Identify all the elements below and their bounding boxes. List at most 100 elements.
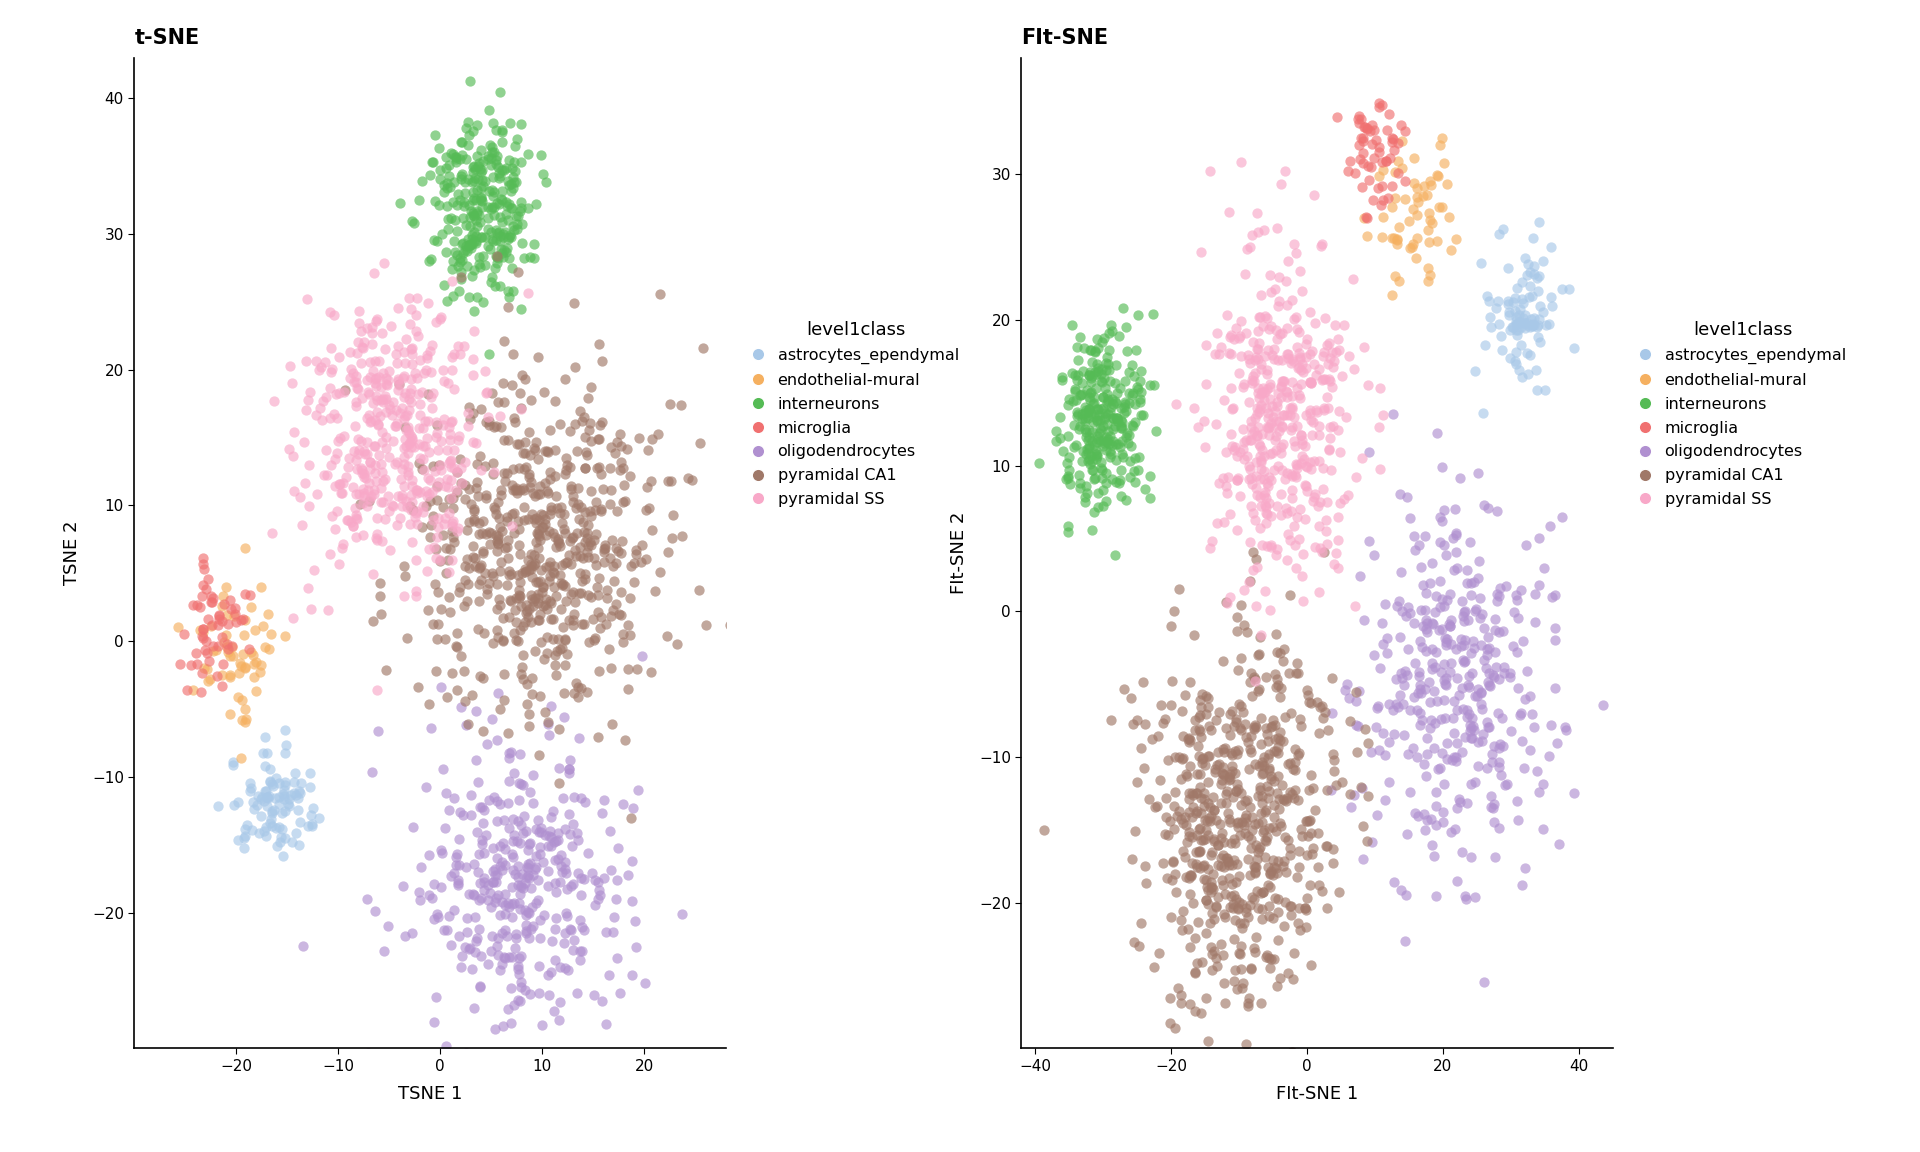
Point — [342, 510, 372, 529]
Point — [1258, 346, 1288, 364]
Point — [545, 599, 576, 617]
Point — [541, 666, 572, 684]
Point — [1277, 785, 1308, 803]
Point — [227, 711, 257, 729]
Point — [480, 151, 511, 169]
Point — [566, 679, 597, 697]
Point — [1194, 539, 1225, 558]
Point — [493, 562, 524, 581]
Point — [1215, 765, 1246, 783]
Point — [1142, 797, 1173, 816]
Point — [1263, 456, 1294, 475]
Point — [1284, 743, 1315, 761]
Point — [338, 477, 369, 495]
Point — [1500, 602, 1530, 621]
Point — [534, 726, 564, 744]
Point — [1459, 362, 1490, 380]
Point — [1501, 355, 1532, 373]
Point — [1500, 321, 1530, 340]
Point — [236, 779, 267, 797]
Point — [563, 478, 593, 497]
Point — [1515, 741, 1546, 759]
Point — [1256, 878, 1286, 896]
Point — [488, 123, 518, 142]
Point — [1225, 719, 1256, 737]
Point — [582, 430, 612, 448]
Point — [1046, 371, 1077, 389]
Point — [530, 1069, 561, 1087]
Point — [221, 613, 252, 631]
Point — [321, 477, 351, 495]
Point — [507, 445, 538, 463]
Point — [1288, 509, 1319, 528]
Point — [474, 182, 505, 200]
Point — [1212, 794, 1242, 812]
Point — [269, 775, 300, 794]
Point — [399, 438, 430, 456]
Point — [1240, 364, 1271, 382]
Point — [1290, 456, 1321, 475]
Point — [1382, 151, 1413, 169]
Point — [1294, 344, 1325, 363]
Point — [374, 541, 405, 560]
Point — [1523, 763, 1553, 781]
Point — [490, 920, 520, 939]
Point — [355, 453, 386, 471]
Point — [1208, 946, 1238, 964]
Point — [497, 179, 528, 197]
Point — [611, 492, 641, 510]
Point — [1079, 468, 1110, 486]
Point — [1223, 741, 1254, 759]
Point — [547, 619, 578, 637]
Point — [1371, 594, 1402, 613]
Point — [1175, 673, 1206, 691]
Point — [390, 492, 420, 510]
Point — [296, 816, 326, 834]
Point — [321, 502, 351, 521]
Point — [1187, 243, 1217, 262]
Point — [1261, 412, 1292, 431]
Point — [564, 402, 595, 420]
Point — [1181, 826, 1212, 844]
Point — [595, 458, 626, 477]
Point — [411, 487, 442, 506]
Point — [1444, 789, 1475, 808]
Point — [505, 573, 536, 591]
Point — [344, 313, 374, 332]
Point — [1261, 426, 1292, 445]
Point — [490, 471, 520, 490]
Point — [467, 400, 497, 418]
Point — [1240, 857, 1271, 876]
Point — [444, 190, 474, 209]
Point — [1187, 749, 1217, 767]
Point — [376, 432, 407, 450]
Point — [1404, 680, 1434, 698]
Point — [1398, 174, 1428, 192]
Point — [294, 497, 324, 515]
Point — [553, 546, 584, 564]
Point — [355, 453, 386, 471]
Point — [484, 886, 515, 904]
Point — [534, 823, 564, 841]
Point — [196, 586, 227, 605]
Point — [551, 553, 582, 571]
Point — [1212, 305, 1242, 324]
Point — [1442, 668, 1473, 687]
Point — [1156, 696, 1187, 714]
Point — [478, 634, 509, 652]
Point — [1409, 600, 1440, 619]
Point — [1258, 796, 1288, 814]
Point — [405, 395, 436, 414]
Point — [520, 858, 551, 877]
Point — [1256, 396, 1286, 415]
Point — [1187, 685, 1217, 704]
Point — [359, 437, 390, 455]
Point — [1092, 324, 1123, 342]
Point — [207, 654, 238, 673]
Point — [545, 846, 576, 864]
Point — [1413, 673, 1444, 691]
Point — [363, 391, 394, 409]
Point — [1181, 843, 1212, 862]
Point — [561, 524, 591, 543]
Point — [1486, 327, 1517, 346]
